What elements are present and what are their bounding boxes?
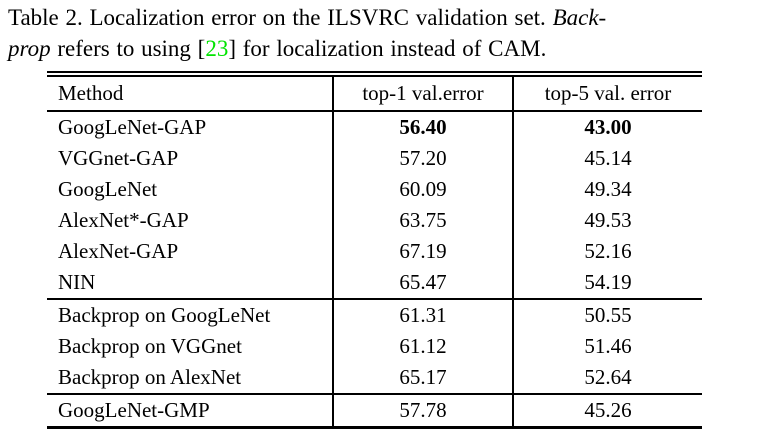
top5-cell: 49.53 <box>512 205 702 236</box>
top1-cell: 56.40 <box>332 111 513 143</box>
table-row: GoogLeNet 60.09 49.34 <box>47 174 702 205</box>
top1-cell: 57.20 <box>332 143 513 174</box>
caption-text-line2a: refers to using [ <box>50 36 206 61</box>
table-row: GoogLeNet-GMP 57.78 45.26 <box>47 394 702 428</box>
method-cell: GoogLeNet-GAP <box>58 115 207 139</box>
method-cell: Backprop on AlexNet <box>58 365 242 389</box>
method-cell: NIN <box>58 270 96 294</box>
top5-cell: 45.14 <box>512 143 702 174</box>
table-row: NIN 65.47 54.19 <box>47 267 702 299</box>
method-cell: VGGnet-GAP <box>58 146 179 170</box>
column-header-top5-error: top-5 val. error <box>512 74 702 112</box>
group-backprop-methods: Backprop on GoogLeNet 61.31 50.55 Backpr… <box>47 299 702 394</box>
table-row: GoogLeNet-GAP 56.40 43.00 <box>47 111 702 143</box>
top1-cell: 65.17 <box>332 362 513 394</box>
caption-italic-backprop-part1: Back- <box>552 5 607 30</box>
top5-cell: 54.19 <box>512 267 702 299</box>
top1-cell: 67.19 <box>332 236 513 267</box>
method-cell: GoogLeNet-GMP <box>58 398 210 422</box>
top5-cell: 52.16 <box>512 236 702 267</box>
group-gmp-method: GoogLeNet-GMP 57.78 45.26 <box>47 394 702 428</box>
caption-italic-backprop-part2: prop <box>8 36 51 61</box>
localization-error-table: Method top-1 val.error top-5 val. error … <box>47 71 702 429</box>
top1-cell: 63.75 <box>332 205 513 236</box>
header-row: Method top-1 val.error top-5 val. error <box>47 74 702 112</box>
top1-cell: 60.09 <box>332 174 513 205</box>
top5-cell: 45.26 <box>512 394 702 428</box>
top5-cell: 52.64 <box>512 362 702 394</box>
top1-cell: 61.12 <box>332 331 513 362</box>
method-cell: Backprop on GoogLeNet <box>58 303 271 327</box>
table-row: Backprop on VGGnet 61.12 51.46 <box>47 331 702 362</box>
caption-text-line1: Table 2. Localization error on the ILSVR… <box>8 5 553 30</box>
column-header-method: Method <box>47 74 333 112</box>
group-gap-methods: GoogLeNet-GAP 56.40 43.00 VGGnet-GAP 57.… <box>47 111 702 299</box>
table-row: Backprop on GoogLeNet 61.31 50.55 <box>47 299 702 331</box>
top5-cell: 43.00 <box>512 111 702 143</box>
table-row: Backprop on AlexNet 65.17 52.64 <box>47 362 702 394</box>
table-row: VGGnet-GAP 57.20 45.14 <box>47 143 702 174</box>
citation-link-23[interactable]: 23 <box>205 36 229 61</box>
method-cell: Backprop on VGGnet <box>58 334 242 358</box>
table-header: Method top-1 val.error top-5 val. error <box>47 74 702 112</box>
top1-cell: 61.31 <box>332 299 513 331</box>
table-caption: Table 2. Localization error on the ILSVR… <box>8 2 755 64</box>
top5-cell: 50.55 <box>512 299 702 331</box>
column-header-top1-error: top-1 val.error <box>332 74 513 112</box>
method-cell: AlexNet-GAP <box>58 239 179 263</box>
top5-cell: 51.46 <box>512 331 702 362</box>
top1-cell: 65.47 <box>332 267 513 299</box>
table-row: AlexNet*-GAP 63.75 49.53 <box>47 205 702 236</box>
caption-text-line2b: ] for localization instead of CAM. <box>228 36 547 61</box>
method-cell: GoogLeNet <box>58 177 158 201</box>
top1-cell: 57.78 <box>332 394 513 428</box>
method-cell: AlexNet*-GAP <box>58 208 189 232</box>
table-row: AlexNet-GAP 67.19 52.16 <box>47 236 702 267</box>
top5-cell: 49.34 <box>512 174 702 205</box>
